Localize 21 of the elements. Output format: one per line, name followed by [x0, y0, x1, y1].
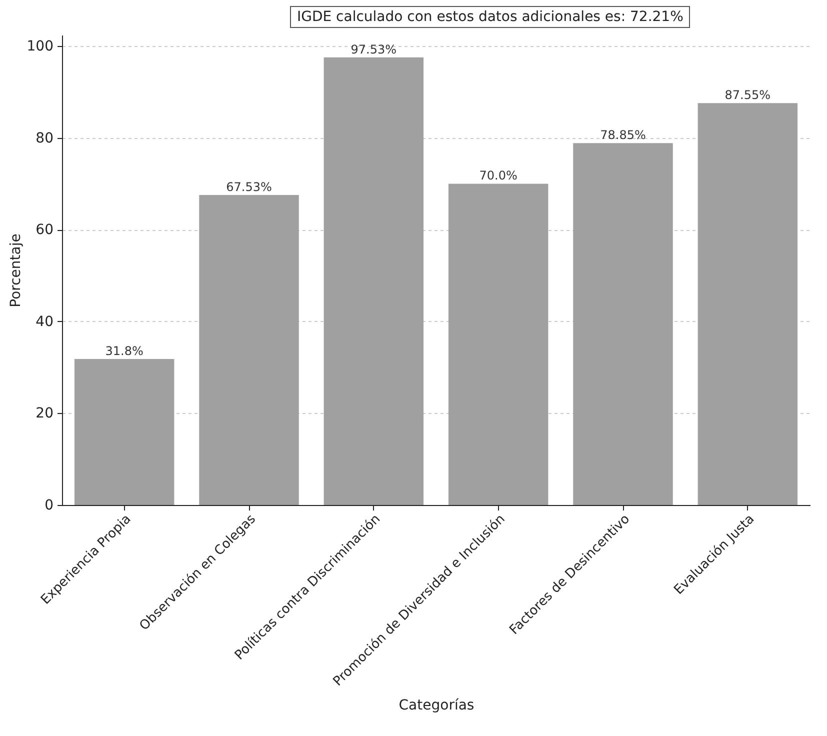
y-axis-title: Porcentaje	[8, 234, 24, 308]
y-tick-label: 100	[26, 38, 54, 55]
y-tick-label: 60	[36, 222, 54, 238]
y-tick-label: 0	[44, 498, 54, 514]
bar	[324, 57, 424, 505]
y-tick-label: 20	[36, 406, 54, 422]
data-label: 70.0%	[479, 168, 518, 183]
data-label: 87.55%	[724, 88, 771, 102]
data-label: 67.53%	[226, 180, 272, 194]
x-axis-title: Categorías	[398, 698, 474, 714]
bar	[199, 195, 299, 505]
bar	[448, 184, 548, 505]
data-label: 31.8%	[105, 344, 144, 358]
data-label: 97.53%	[350, 42, 397, 56]
bar	[74, 359, 174, 505]
bar	[573, 143, 673, 505]
y-tick-label: 40	[36, 314, 54, 330]
y-tick-label: 80	[36, 130, 54, 146]
text: IGDE calculado con estos datos adicionales es: 72.21%	[297, 9, 684, 25]
data-label: 78.85%	[600, 128, 646, 142]
bar	[698, 103, 798, 505]
